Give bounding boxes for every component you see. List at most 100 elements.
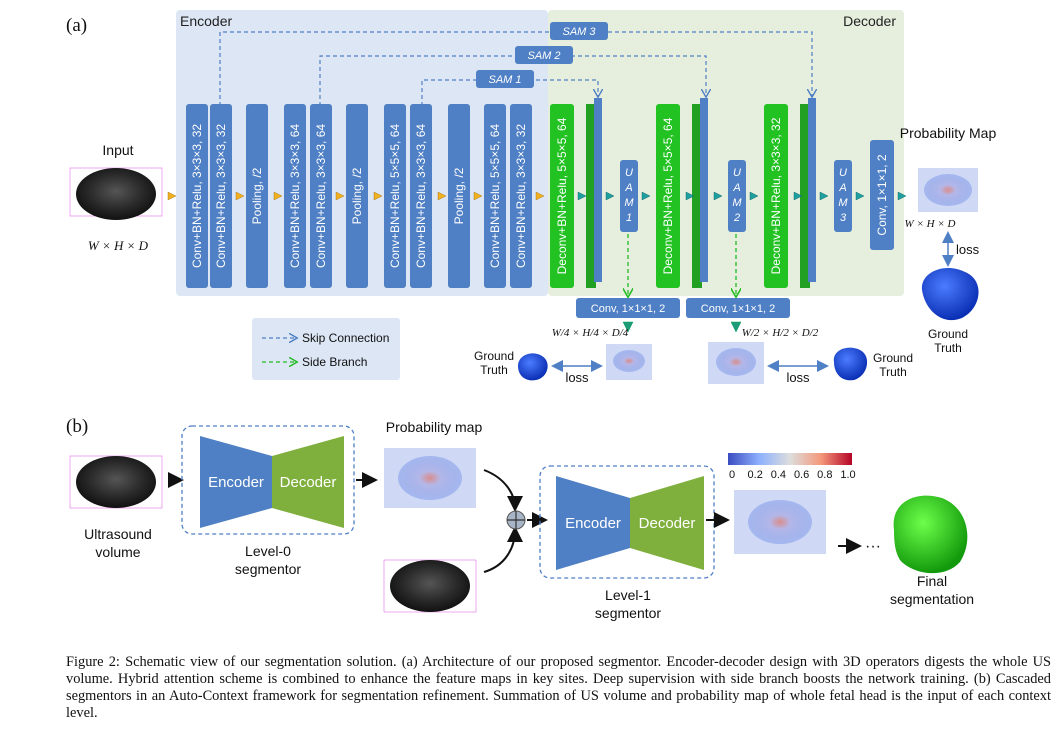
prob-map-b-image — [384, 448, 476, 508]
colorbar-tick: 0.8 — [817, 469, 832, 481]
decoder-flow-arrow-6 — [749, 191, 759, 201]
level1-label: Level-1 segmentor — [595, 587, 661, 621]
arrow-prob-to-sum — [483, 469, 523, 512]
encoder-block-4: Conv+BN+Relu, 3×3×3, 64 — [284, 104, 306, 288]
encoder-block-8: Conv+BN+Relu, 3×3×3, 64 — [410, 104, 432, 288]
encoder-title: Encoder — [180, 13, 232, 29]
encoder-block-label: Pooling, /2 — [250, 167, 264, 224]
sam-1-box: SAM 1 — [476, 70, 534, 88]
decoder-block-label: Deconv+BN+Relu, 5×5×5, 64 — [661, 117, 675, 274]
skip-feature-block — [808, 98, 816, 282]
uam-label: 1 — [626, 212, 632, 224]
ellipsis: ··· — [865, 538, 881, 555]
architecture-figure: (a) Encoder Decoder Input W × H × D SAM … — [66, 10, 997, 621]
encoder-block-5: Conv+BN+Relu, 3×3×3, 64 — [310, 104, 332, 288]
colorbar-tick: 0.4 — [771, 469, 786, 481]
side-1-triangle — [622, 321, 634, 333]
concat-block — [586, 104, 596, 288]
sam-3-label: SAM 3 — [562, 26, 596, 38]
legend-side: Side Branch — [302, 355, 367, 369]
input-volume-image — [69, 167, 163, 220]
side-1-dims: W/4 × H/4 × D/4 — [552, 327, 629, 339]
figure-caption: Figure 2: Schematic view of our segmenta… — [66, 654, 1051, 721]
colorbar-tick: 0 — [729, 469, 735, 481]
flow-arrow-1 — [167, 191, 177, 201]
encoder-block-9: Pooling, /2 — [448, 104, 470, 288]
colorbar-tick: 0.2 — [748, 469, 763, 481]
encoder-block-10: Conv+BN+Relu, 5×5×5, 64 — [484, 104, 506, 288]
summation-icon — [506, 510, 526, 530]
flow-arrow-3 — [273, 191, 283, 201]
uam-label: 2 — [733, 212, 740, 224]
side-conv-1: Conv, 1×1×1, 2 — [576, 298, 680, 318]
level0-encoder-label: Encoder — [208, 474, 264, 491]
legend: Skip Connection Side Branch — [252, 318, 400, 380]
loss-1: loss — [565, 370, 589, 385]
sam-2-label: SAM 2 — [527, 50, 560, 62]
level0-box — [181, 425, 355, 535]
encoder-block-label: Conv+BN+Relu, 5×5×5, 64 — [388, 124, 402, 268]
level1-box — [539, 465, 715, 579]
uam-label: U — [733, 167, 741, 179]
uam-3: UAM 3 — [834, 160, 852, 232]
flow-arrow-8 — [535, 191, 545, 201]
decoder-flow-arrow-9 — [855, 191, 865, 201]
decoder-block-1: Deconv+BN+Relu, 5×5×5, 64 — [550, 98, 602, 288]
prob-map-label: Probability Map — [900, 125, 997, 141]
flow-arrow-6 — [437, 191, 447, 201]
skip-feature-block — [700, 98, 708, 282]
flow-arrow-5 — [373, 191, 383, 201]
side-branches — [628, 234, 736, 296]
level0-decoder — [272, 436, 344, 528]
level1-encoder-label: Encoder — [565, 515, 621, 532]
ultrasound-volume-2-image — [383, 559, 477, 613]
encoder-block-3: Pooling, /2 — [246, 104, 268, 288]
final-segmentation-image — [893, 495, 968, 574]
final-conv-label: Conv, 1×1×1, 2 — [875, 154, 889, 235]
sam-2-box: SAM 2 — [515, 46, 573, 64]
decoder-flow-arrow-1 — [577, 191, 587, 201]
flow-arrow-7 — [473, 191, 483, 201]
encoder-block-label: Conv+BN+Relu, 5×5×5, 64 — [488, 124, 502, 268]
uam-label: U — [625, 167, 633, 179]
side-2-dims: W/2 × H/2 × D/2 — [742, 327, 819, 339]
decoder-flow-arrow-4 — [685, 191, 695, 201]
encoder-block-label: Conv+BN+Relu, 3×3×3, 32 — [190, 124, 204, 268]
uam-label: 3 — [840, 212, 847, 224]
final-conv: Conv, 1×1×1, 2 — [870, 140, 894, 250]
encoder-block-7: Conv+BN+Relu, 5×5×5, 64 — [384, 104, 406, 288]
side-2-triangle — [730, 321, 742, 333]
uam-label: M — [838, 197, 848, 209]
ground-truth-main: Ground Truth — [928, 327, 968, 355]
decoder-flow-arrow-7 — [793, 191, 803, 201]
encoder-block-2: Conv+BN+Relu, 3×3×3, 32 — [210, 104, 232, 288]
colorbar-tick: 1.0 — [840, 469, 855, 481]
level0-label: Level-0 segmentor — [235, 543, 301, 577]
ultrasound-volume-image — [69, 455, 163, 509]
final-seg-label: Final segmentation — [890, 573, 974, 607]
side-2-prob-image — [708, 342, 764, 384]
sam-1-label: SAM 1 — [488, 74, 521, 86]
ground-truth-1: Ground Truth — [474, 349, 514, 377]
sam-3-box: SAM 3 — [550, 22, 608, 40]
decoder-block-2: Deconv+BN+Relu, 5×5×5, 64 — [656, 98, 708, 288]
legend-skip: Skip Connection — [302, 331, 389, 345]
flow-arrow-4 — [335, 191, 345, 201]
uam-2: UAM 2 — [728, 160, 746, 232]
prob-map-dims: W × H × D — [905, 218, 956, 230]
level1-decoder — [630, 476, 704, 570]
input-dims: W × H × D — [88, 238, 149, 253]
skip-feature-block — [594, 98, 602, 282]
decoder-flow-arrow-2 — [605, 191, 615, 201]
ground-truth-main-image — [921, 268, 979, 321]
uam-label: A — [732, 182, 740, 194]
ground-truth-2-image — [833, 347, 868, 381]
decoder-flow-arrow-3 — [641, 191, 651, 201]
uam-label: A — [624, 182, 632, 194]
arrow-us-to-sum — [483, 526, 523, 573]
level0-encoder — [200, 436, 272, 528]
loss-main: loss — [956, 242, 980, 257]
decoder-flow-arrow-10 — [897, 191, 907, 201]
decoder-block-label: Deconv+BN+Relu, 3×3×3, 32 — [769, 117, 783, 274]
side-conv-2: Conv, 1×1×1, 2 — [686, 298, 790, 318]
